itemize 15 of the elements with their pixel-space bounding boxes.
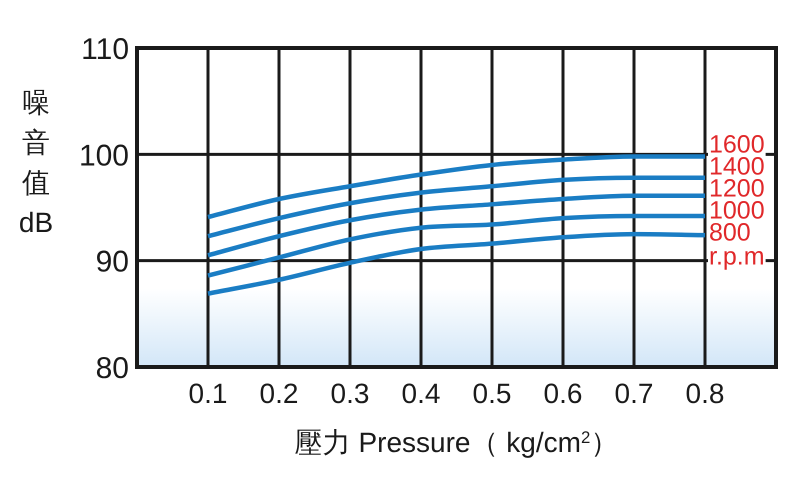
- y-tick-label: 80: [96, 352, 129, 385]
- x-tick-label: 0.3: [330, 378, 370, 409]
- line-series: [206, 232, 708, 296]
- y-tick-label: 90: [96, 246, 129, 279]
- x-tick-label: 0.5: [472, 378, 512, 409]
- x-tick-label: 0.7: [614, 378, 654, 409]
- x-tick-label: 0.4: [402, 378, 440, 409]
- y-tick-label: 110: [81, 33, 129, 66]
- y-axis-title: 噪音值 dB: [18, 87, 54, 238]
- x-tick-label: 0.1: [188, 378, 228, 409]
- x-tick-label: 0.8: [686, 378, 724, 409]
- x-tick-label: 0.6: [544, 378, 582, 409]
- x-axis-title: 壓力 Pressure（ kg/cm$^{2}$）: [294, 427, 618, 458]
- x-tick-label: 0.2: [260, 378, 298, 409]
- y-tick-label: 100: [78, 139, 129, 172]
